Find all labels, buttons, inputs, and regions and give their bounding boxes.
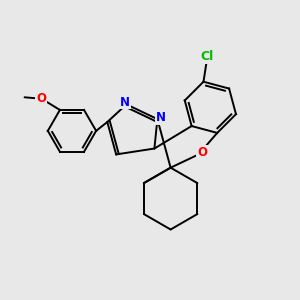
Text: O: O <box>36 92 46 105</box>
Text: N: N <box>156 111 166 124</box>
Text: O: O <box>197 146 207 159</box>
Text: N: N <box>120 95 130 109</box>
Text: Cl: Cl <box>201 50 214 63</box>
